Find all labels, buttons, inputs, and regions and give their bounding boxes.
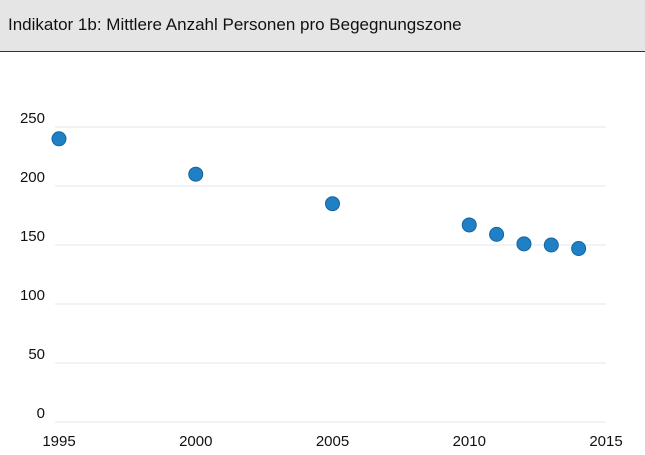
y-tick-label: 150 <box>20 228 45 245</box>
x-tick-label: 2010 <box>453 433 486 450</box>
x-tick-label: 2005 <box>316 433 349 450</box>
x-tick-label: 2015 <box>589 433 622 450</box>
chart-title: Indikator 1b: Mittlere Anzahl Personen p… <box>8 15 462 34</box>
y-tick-label: 0 <box>37 405 45 422</box>
x-tick-label: 2000 <box>179 433 212 450</box>
data-point <box>325 196 340 212</box>
x-tick-label: 1995 <box>42 433 75 450</box>
data-point <box>188 166 204 182</box>
data-point <box>461 217 477 233</box>
data-point <box>51 131 67 147</box>
y-tick-label: 200 <box>20 169 45 186</box>
y-tick-label: 100 <box>20 287 45 304</box>
data-point <box>516 236 532 252</box>
y-tick-label: 250 <box>20 110 45 127</box>
header: Indikator 1b: Mittlere Anzahl Personen p… <box>0 0 645 52</box>
data-point <box>543 237 559 253</box>
y-tick-label: 50 <box>28 346 45 363</box>
data-point <box>571 241 587 257</box>
data-point <box>489 226 505 242</box>
